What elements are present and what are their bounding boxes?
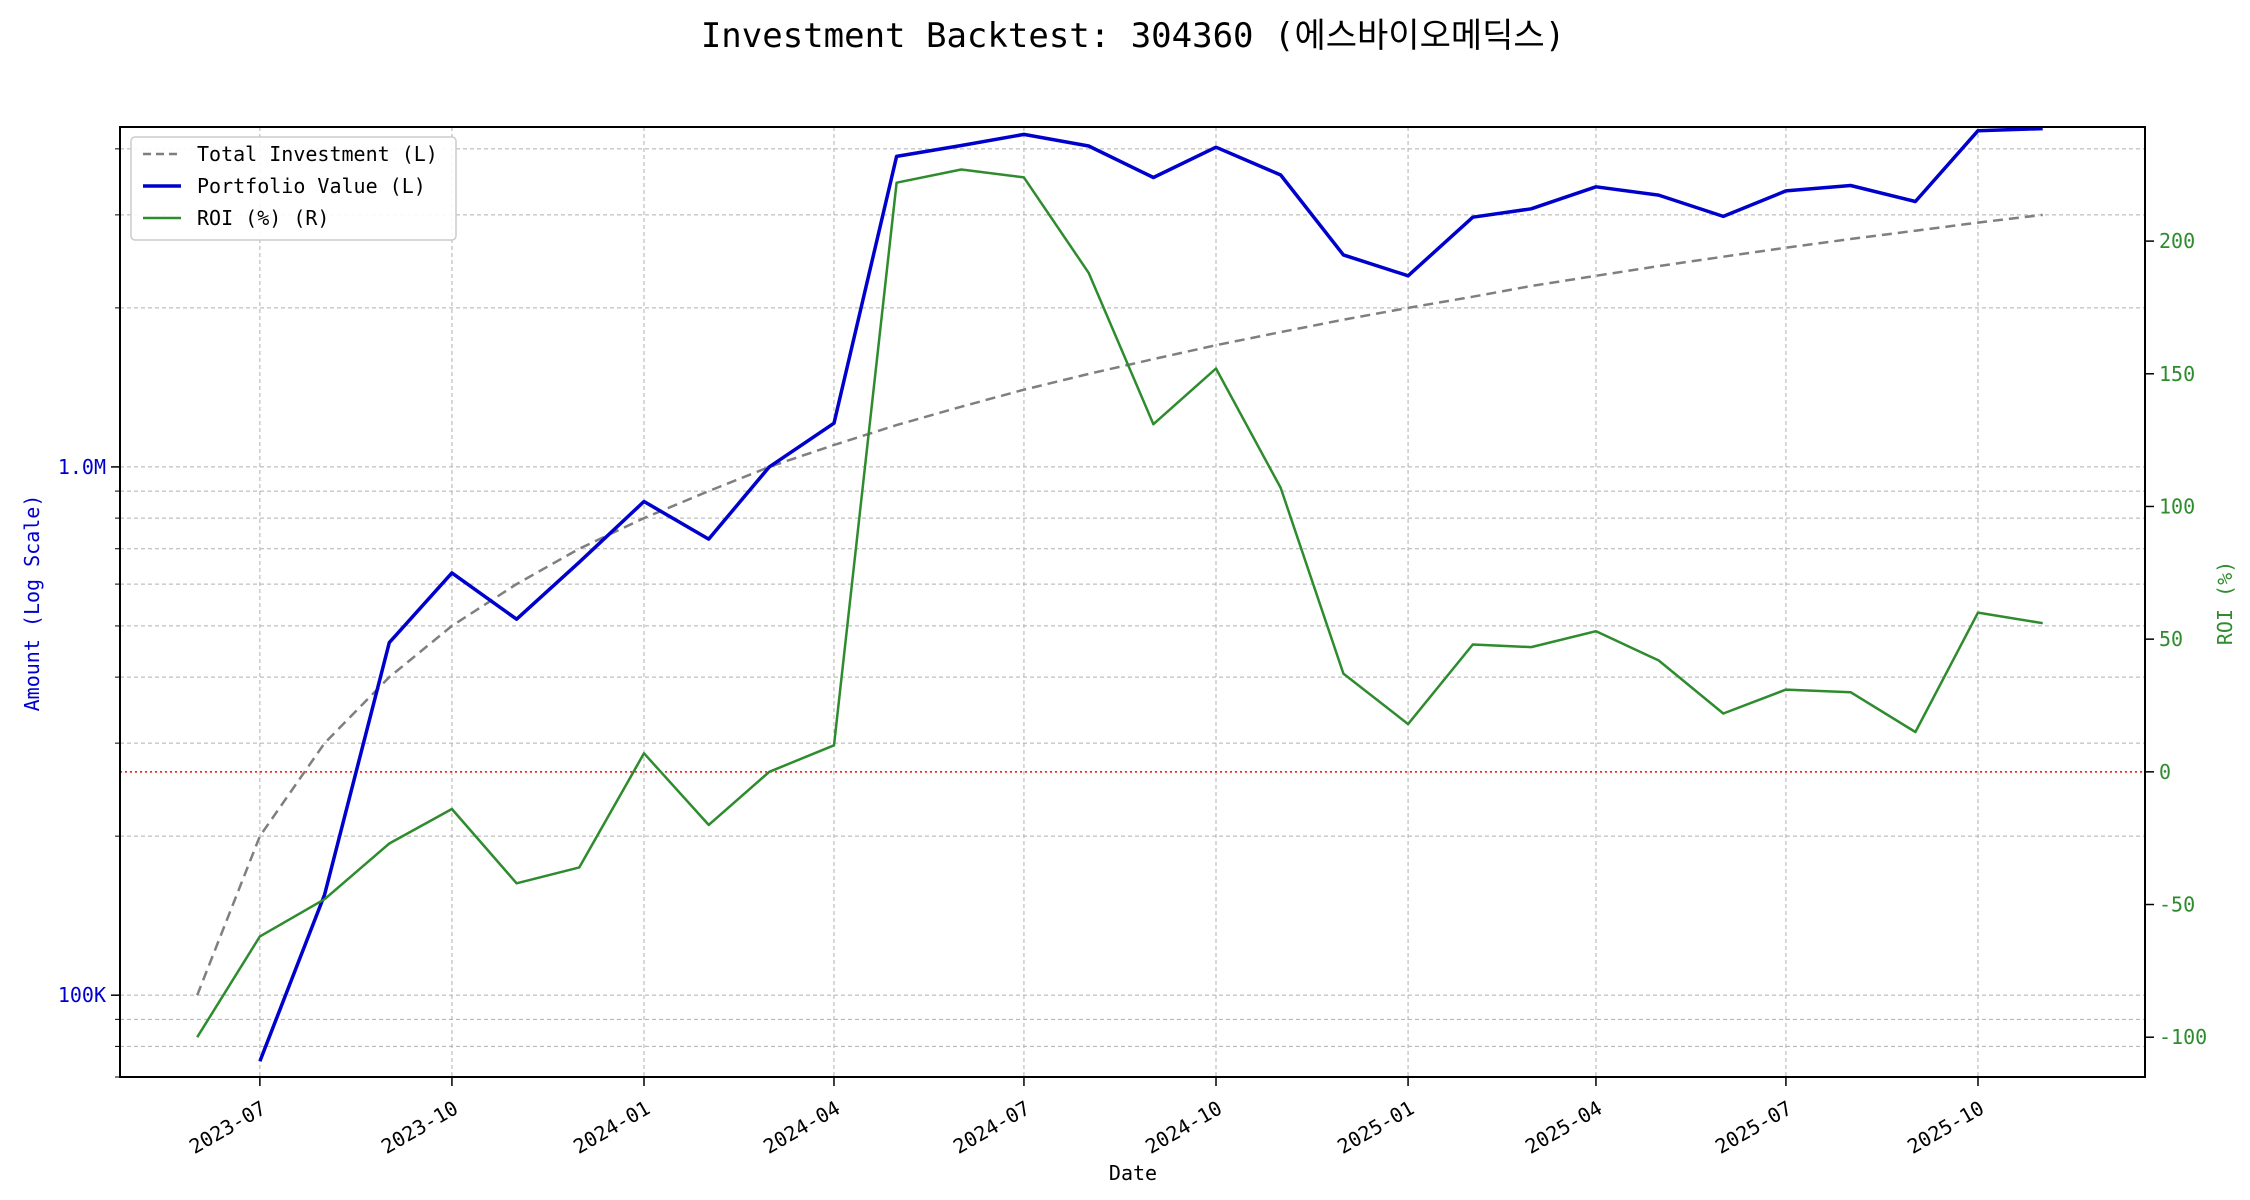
- grid: [120, 127, 2145, 1078]
- left-tick-label: 100K: [58, 983, 106, 1007]
- portfolio-value-line: [258, 127, 2043, 1062]
- axes: [111, 126, 2154, 1086]
- right-tick-label: 50: [2159, 627, 2183, 651]
- right-tick-label: 200: [2159, 229, 2195, 253]
- right-y-axis-label: ROI (%): [2213, 561, 2237, 645]
- left-tick-label: 1.0M: [58, 455, 106, 479]
- chart-title: Investment Backtest: 304360 (에스바이오메딕스): [701, 16, 1565, 56]
- series-lines: [196, 127, 2043, 1062]
- plot-frame: [119, 126, 2146, 1078]
- total-investment-line: [196, 213, 2043, 996]
- legend-box: [130, 136, 457, 241]
- right-tick-label: 0: [2159, 760, 2171, 784]
- right-tick-label: -50: [2159, 893, 2195, 917]
- legend-label: ROI (%) (R): [197, 206, 329, 230]
- roi-line: [196, 168, 2043, 1038]
- legend-label: Total Investment (L): [197, 142, 438, 166]
- legend-label: Portfolio Value (L): [197, 174, 426, 198]
- right-tick-label: -100: [2159, 1025, 2207, 1049]
- left-y-axis-label: Amount (Log Scale): [20, 495, 44, 712]
- right-tick-label: 100: [2159, 494, 2195, 518]
- legend: Total Investment (L) Portfolio Value (L) R…: [130, 136, 457, 241]
- x-axis-label: Date: [1109, 1161, 1157, 1185]
- right-tick-label: 150: [2159, 362, 2195, 386]
